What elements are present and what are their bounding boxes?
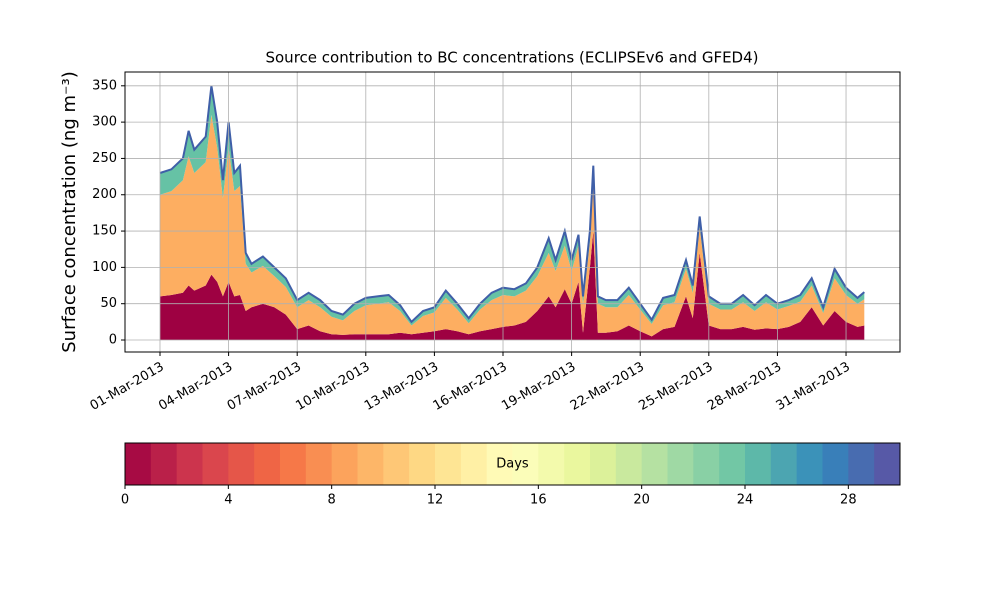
x-tick-label: 25-Mar-2013 xyxy=(636,360,715,414)
area-layer xyxy=(160,231,865,340)
colorbar-band xyxy=(641,443,668,485)
colorbar-tick-label: 16 xyxy=(530,493,547,508)
y-tick-label: 250 xyxy=(92,151,117,166)
colorbar-band xyxy=(280,443,307,485)
colorbar-band xyxy=(228,443,255,485)
colorbar-band xyxy=(848,443,875,485)
colorbar-band xyxy=(435,443,462,485)
area-layer xyxy=(160,85,865,326)
colorbar-frame xyxy=(124,442,901,486)
colorbar-band xyxy=(745,443,772,485)
y-tick-label: 100 xyxy=(92,260,117,275)
colorbar-tick-label: 12 xyxy=(427,493,444,508)
colorbar-band xyxy=(331,443,358,485)
colorbar-band xyxy=(590,443,617,485)
colorbar-tick-label: 8 xyxy=(328,493,336,508)
x-tick-label: 07-Mar-2013 xyxy=(225,360,304,414)
colorbar-band xyxy=(693,443,720,485)
area-layer xyxy=(160,114,865,337)
y-axis-label: Surface concentration (ng m⁻³) xyxy=(59,71,80,353)
plot-frame xyxy=(124,71,901,353)
colorbar-band xyxy=(796,443,823,485)
colorbar-band xyxy=(667,443,694,485)
chart-title: Source contribution to BC concentrations… xyxy=(265,49,758,67)
colorbar-band xyxy=(486,443,513,485)
x-tick-label: 01-Mar-2013 xyxy=(88,360,167,414)
x-tick-label: 31-Mar-2013 xyxy=(774,360,853,414)
y-tick-label: 0 xyxy=(109,333,117,348)
colorbar-band xyxy=(822,443,849,485)
colorbar-tick-label: 20 xyxy=(633,493,650,508)
colorbar-band xyxy=(202,443,229,485)
x-tick-label: 19-Mar-2013 xyxy=(499,360,578,414)
x-tick-label: 28-Mar-2013 xyxy=(705,360,784,414)
colorbar-band xyxy=(125,443,152,485)
colorbar-band xyxy=(719,443,746,485)
colorbar-band xyxy=(615,443,643,485)
y-tick-label: 50 xyxy=(100,296,117,311)
colorbar-band xyxy=(254,443,281,485)
x-tick-label: 16-Mar-2013 xyxy=(431,360,510,414)
colorbar-band xyxy=(150,443,178,485)
y-tick-label: 300 xyxy=(92,115,117,130)
y-tick-label: 150 xyxy=(92,224,117,239)
colorbar-band xyxy=(409,443,436,485)
y-tick-label: 200 xyxy=(92,187,117,202)
colorbar-tick-label: 0 xyxy=(121,493,129,508)
colorbar-tick-label: 28 xyxy=(840,493,857,508)
y-tick-label: 350 xyxy=(92,78,117,93)
x-tick-label: 04-Mar-2013 xyxy=(156,360,235,414)
colorbar-band xyxy=(176,443,203,485)
colorbar-band xyxy=(770,443,798,485)
colorbar-band xyxy=(538,443,565,485)
colorbar-band xyxy=(874,443,901,485)
colorbar-band xyxy=(564,443,591,485)
x-tick-label: 13-Mar-2013 xyxy=(362,360,441,414)
colorbar-band xyxy=(460,443,488,485)
colorbar-label: Days xyxy=(496,457,529,472)
colorbar-band xyxy=(512,443,539,485)
colorbar-band xyxy=(357,443,384,485)
colorbar-tick-label: 24 xyxy=(737,493,754,508)
x-tick-label: 22-Mar-2013 xyxy=(568,360,647,414)
x-tick-label: 10-Mar-2013 xyxy=(293,360,372,414)
colorbar-tick-label: 4 xyxy=(224,493,232,508)
colorbar-band xyxy=(305,443,333,485)
colorbar-band xyxy=(383,443,410,485)
